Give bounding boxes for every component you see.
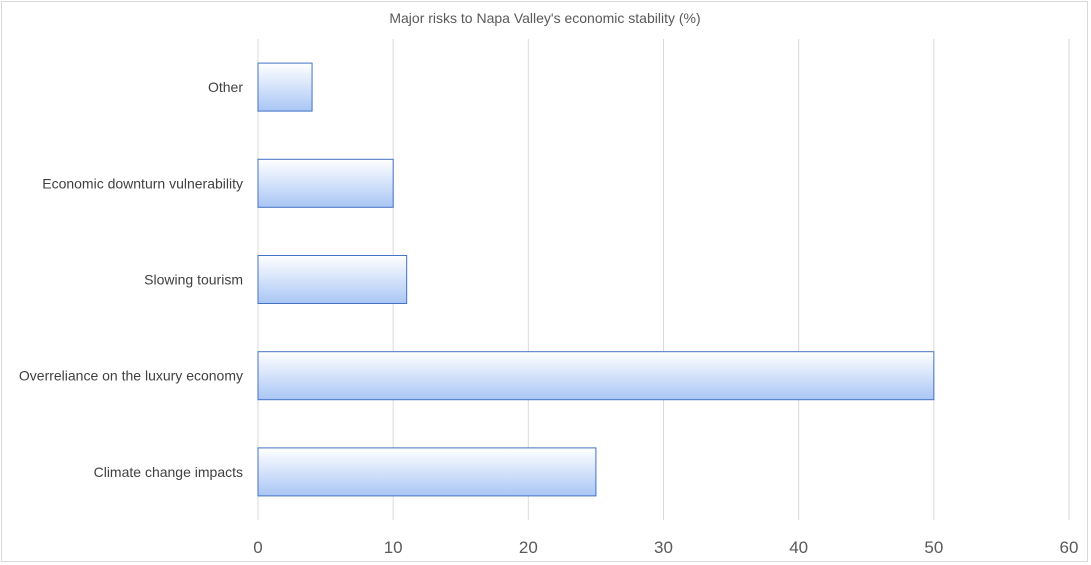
category-label: Slowing tourism xyxy=(144,272,243,288)
category-label: Overreliance on the luxury economy xyxy=(19,368,243,384)
x-tick-label: 60 xyxy=(1060,538,1079,557)
bar-climate-change-impacts xyxy=(257,447,597,497)
bar-other xyxy=(257,62,313,112)
x-tick-label: 50 xyxy=(924,538,943,557)
bar-economic-downturn-vulnerability xyxy=(257,158,394,208)
gridlines xyxy=(257,39,1070,520)
x-tick-label: 0 xyxy=(253,538,262,557)
x-tick-label: 10 xyxy=(384,538,403,557)
x-tick-label: 40 xyxy=(789,538,808,557)
x-tick-label: 20 xyxy=(519,538,538,557)
bars xyxy=(257,62,935,497)
chart-title: Major risks to Napa Valley's economic st… xyxy=(389,10,700,26)
x-axis-tick-labels: 0 10 20 30 40 50 60 xyxy=(253,538,1078,557)
x-tick-label: 30 xyxy=(654,538,673,557)
category-label: Other xyxy=(208,79,243,95)
bar-overreliance-on-the-luxury-economy xyxy=(257,351,935,401)
category-label: Economic downturn vulnerability xyxy=(42,175,243,191)
category-label: Climate change impacts xyxy=(94,464,243,480)
bar-slowing-tourism xyxy=(257,255,408,304)
category-labels: Climate change impacts Overreliance on th… xyxy=(19,79,243,480)
